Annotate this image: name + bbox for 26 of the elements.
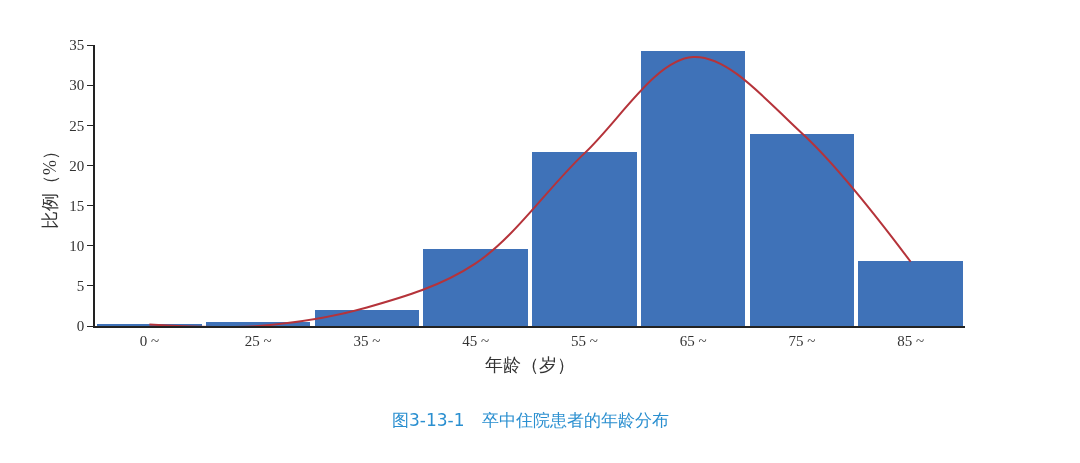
y-tick-label: 15 — [69, 197, 85, 214]
x-tick-label: 65 ~ — [679, 333, 707, 349]
bar — [315, 310, 419, 326]
x-tick-label: 35 ~ — [353, 333, 381, 349]
x-tick-label: 55 ~ — [570, 333, 598, 349]
y-tick-label: 5 — [76, 278, 85, 295]
y-tick-label: 30 — [69, 77, 85, 94]
bar — [532, 152, 637, 326]
y-tick-label: 25 — [69, 117, 85, 134]
bar — [423, 249, 528, 326]
x-tick-label: 85 ~ — [897, 333, 925, 349]
x-tick-label: 75 ~ — [788, 333, 816, 349]
y-tick-label: 10 — [69, 237, 85, 254]
y-tick-label: 0 — [76, 318, 85, 335]
line-series — [148, 56, 912, 326]
x-axis-title: 年龄（岁） — [485, 354, 575, 375]
bar — [750, 134, 854, 326]
text: 图3-13-1 卒中住院患者的年龄分布 — [392, 410, 669, 430]
bar — [641, 51, 745, 326]
bar — [858, 261, 963, 326]
x-tick-label: 25 ~ — [244, 333, 272, 349]
y-tick-label: 35 — [69, 37, 85, 54]
x-tick-label: 0 ~ — [139, 333, 160, 349]
y-tick-label: 20 — [69, 157, 85, 174]
y-axis-title: 比例（%） — [39, 142, 60, 229]
x-tick-label: 45 ~ — [462, 333, 490, 349]
